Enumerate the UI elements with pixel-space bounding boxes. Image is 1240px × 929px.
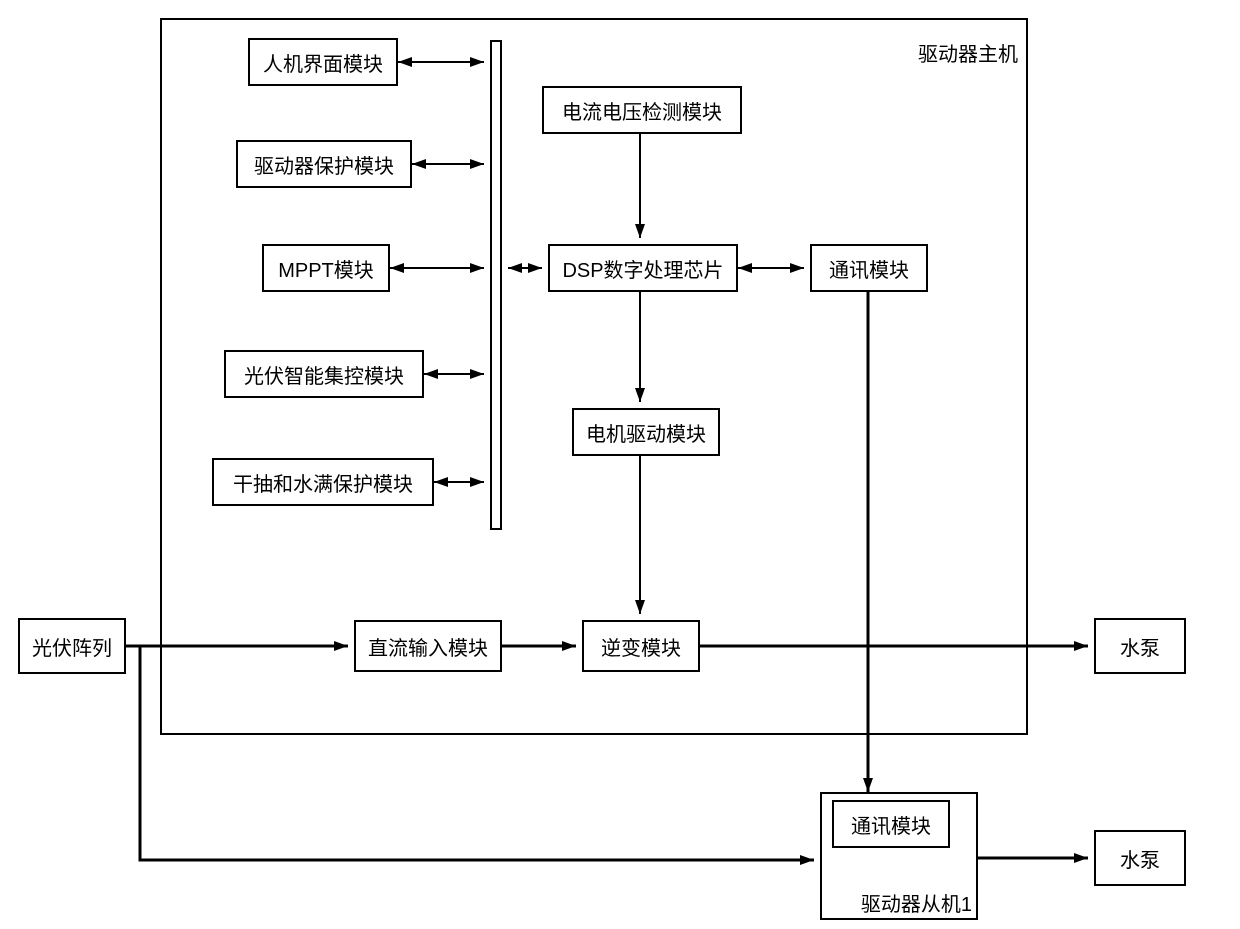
node-label-dry: 干抽和水满保护模块: [233, 468, 413, 497]
bus-bar: [490, 40, 502, 530]
node-label-inverter: 逆变模块: [601, 632, 681, 661]
node-label-mppt: MPPT模块: [278, 254, 374, 283]
node-label-pv_array: 光伏阵列: [32, 632, 112, 661]
frame-label-master: 驱动器主机: [848, 38, 1018, 67]
node-motor_drv: 电机驱动模块: [572, 408, 720, 456]
node-mppt: MPPT模块: [262, 244, 390, 292]
node-comm: 通讯模块: [810, 244, 928, 292]
node-label-pump1: 水泵: [1120, 632, 1160, 661]
node-iv_detect: 电流电压检测模块: [542, 86, 742, 134]
node-dc_in: 直流输入模块: [354, 620, 502, 672]
node-label-hmi: 人机界面模块: [263, 48, 383, 77]
node-label-dsp: DSP数字处理芯片: [562, 254, 723, 283]
node-label-pv_ctrl: 光伏智能集控模块: [244, 360, 404, 389]
node-label-comm2: 通讯模块: [851, 810, 931, 839]
node-label-comm: 通讯模块: [829, 254, 909, 283]
node-label-protect: 驱动器保护模块: [254, 150, 394, 179]
node-comm2: 通讯模块: [832, 800, 950, 848]
node-pv_array: 光伏阵列: [18, 618, 126, 674]
node-inverter: 逆变模块: [582, 620, 700, 672]
node-label-iv_detect: 电流电压检测模块: [562, 96, 722, 125]
node-protect: 驱动器保护模块: [236, 140, 412, 188]
node-dsp: DSP数字处理芯片: [548, 244, 738, 292]
node-label-pump2: 水泵: [1120, 844, 1160, 873]
node-pv_ctrl: 光伏智能集控模块: [224, 350, 424, 398]
frame-label-slave: 驱动器从机1: [832, 888, 972, 917]
node-dry: 干抽和水满保护模块: [212, 458, 434, 506]
node-pump2: 水泵: [1094, 830, 1186, 886]
node-hmi: 人机界面模块: [248, 38, 398, 86]
node-label-motor_drv: 电机驱动模块: [586, 418, 706, 447]
node-pump1: 水泵: [1094, 618, 1186, 674]
node-label-dc_in: 直流输入模块: [368, 632, 488, 661]
